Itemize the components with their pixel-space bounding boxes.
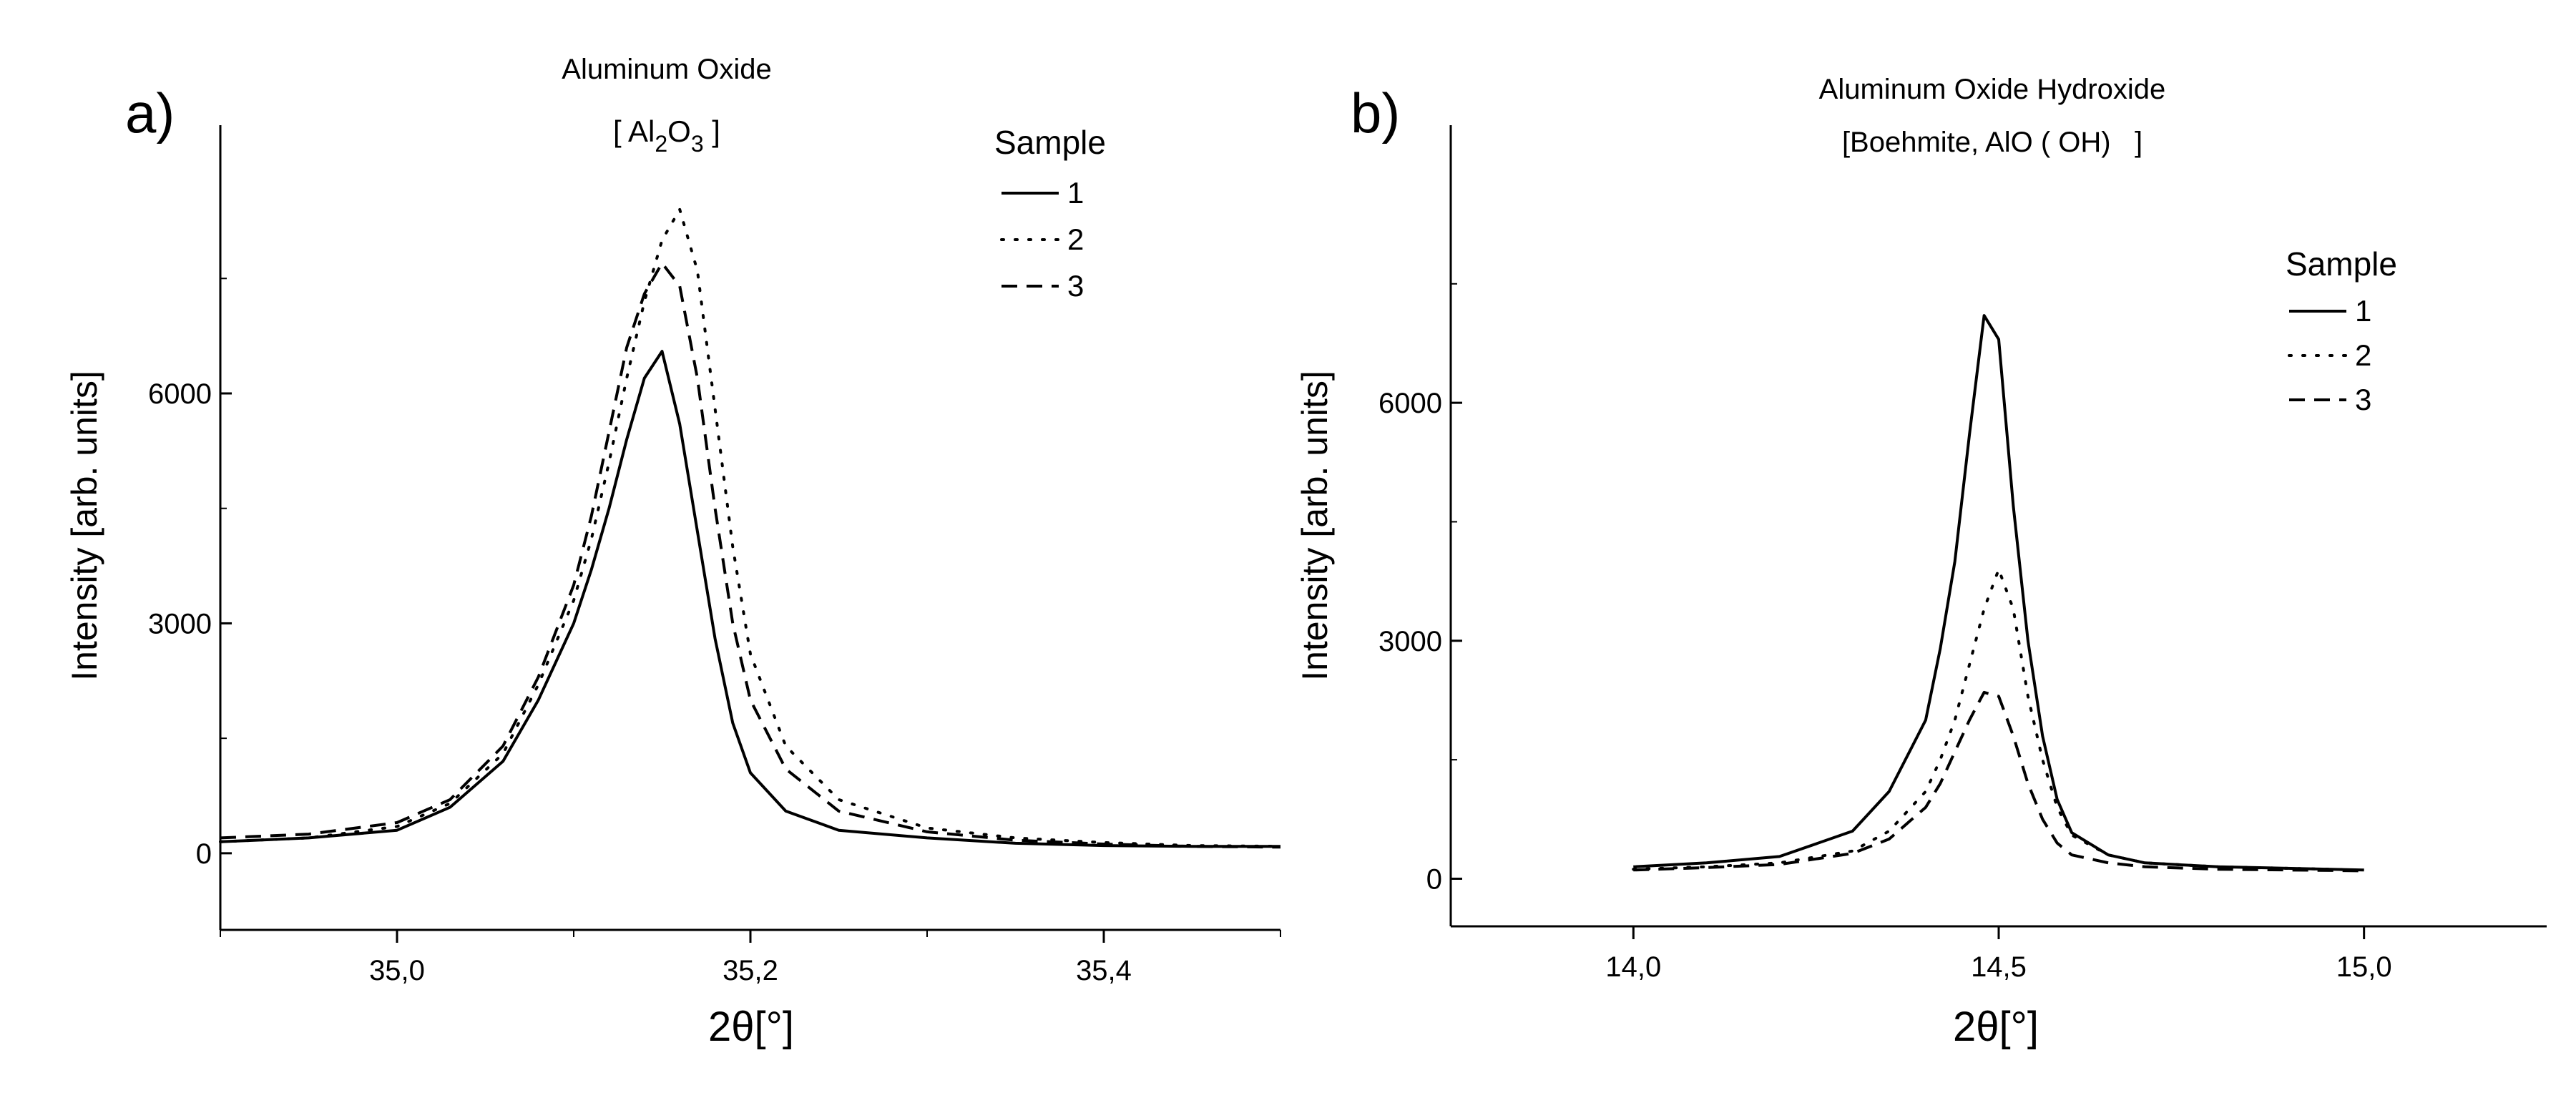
panel-b-xlabel: 2θ[°] — [1953, 1004, 2039, 1050]
x-tick-label: 14,0 — [1605, 951, 1661, 983]
panel-a-label: a) — [125, 82, 175, 144]
y-tick-label: 0 — [1426, 863, 1442, 895]
legend-label-3: 3 — [1067, 269, 1084, 303]
x-tick-label: 35,4 — [1076, 955, 1132, 986]
y-tick-label: 0 — [196, 838, 212, 870]
x-tick-label: 35,0 — [369, 955, 425, 986]
x-tick-label: 14,5 — [1971, 951, 2027, 983]
series-line-3 — [220, 261, 1281, 849]
legend-label-1: 1 — [2355, 294, 2371, 328]
panel-b-legend-title: Sample — [2286, 245, 2397, 283]
panel-b-title: Aluminum Oxide Hydroxide — [1819, 74, 2166, 105]
legend-label-2: 2 — [2355, 338, 2371, 372]
panel-a-subtitle: [ Al2O3 ] — [613, 114, 720, 157]
series-line-3 — [1633, 690, 2364, 873]
panel-a-title: Aluminum Oxide — [562, 54, 771, 85]
panel-a-xlabel: 2θ[°] — [708, 1004, 794, 1050]
panel-b-legend: Sample 1 2 3 — [2286, 245, 2397, 416]
legend-label-1: 1 — [1067, 176, 1084, 210]
legend-label-3: 3 — [2355, 383, 2371, 416]
panel-b: b) Aluminum Oxide Hydroxide [Boehmite, A… — [1295, 74, 2547, 1050]
x-tick-label: 15,0 — [2336, 951, 2392, 983]
series-line-1 — [1633, 314, 2364, 872]
y-tick-label: 3000 — [148, 608, 212, 639]
panel-a-legend: Sample 1 2 3 — [994, 124, 1106, 303]
y-tick-label: 6000 — [148, 378, 212, 410]
panel-b-label: b) — [1351, 82, 1400, 144]
panel-a: a) Aluminum Oxide [ Al2O3 ] 0 3000 6000 35… — [64, 54, 1282, 1050]
y-tick-label: 6000 — [1378, 388, 1442, 419]
series-line-2 — [1632, 568, 2366, 872]
panel-a-ylabel: Intensity [arb. units] — [64, 371, 104, 681]
series-line-1 — [220, 350, 1280, 848]
y-tick-label: 3000 — [1378, 626, 1442, 657]
legend-label-2: 2 — [1067, 222, 1084, 256]
series-line-2 — [219, 207, 1282, 848]
panel-b-subtitle: [Boehmite, AlO ( OH) ] — [1842, 127, 2142, 158]
panel-b-ylabel: Intensity [arb. units] — [1295, 371, 1335, 681]
x-tick-label: 35,2 — [723, 955, 778, 986]
panel-a-legend-title: Sample — [994, 124, 1106, 161]
